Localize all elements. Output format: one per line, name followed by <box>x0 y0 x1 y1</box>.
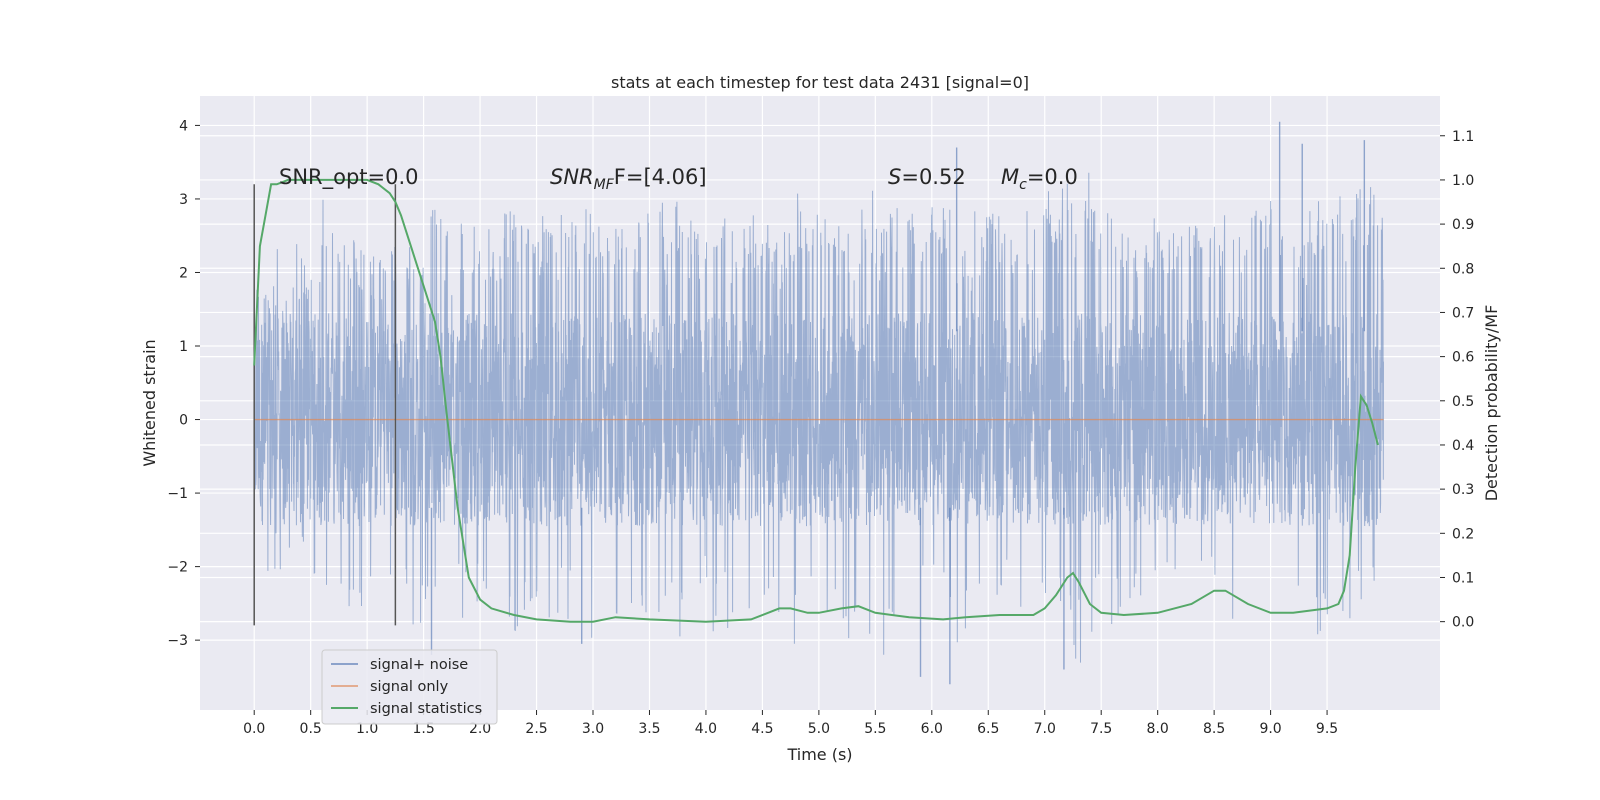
annotation-s-main: S <box>888 165 901 189</box>
y-right-tick-label-11: 0.0 <box>1452 615 1474 631</box>
x-tick-label-0: 0.0 <box>243 721 265 737</box>
y-left-tick-label-0: 4 <box>179 118 188 134</box>
x-tick-label-2: 1.0 <box>356 721 378 737</box>
annotation-mc-main: M <box>1001 165 1019 189</box>
annotation-snr-mf: SNRMFF=[4.06] <box>550 165 707 193</box>
y-right-tick-label-0: 1.1 <box>1452 129 1474 145</box>
y-right-axis-ticks: 1.1 1.0 0.9 0.8 0.7 0.6 0.5 0.4 0.3 0.2 0.1 0.0 <box>1440 129 1474 631</box>
y-left-tick-label-2: 2 <box>179 265 188 281</box>
x-tick-label-4: 2.0 <box>469 721 491 737</box>
chart-title: stats at each timestep for test data 243… <box>611 73 1029 92</box>
y-right-tick-label-1: 1.0 <box>1452 173 1474 189</box>
y-left-tick-label-4: 0 <box>179 413 188 429</box>
annotation-s-tail: =0.52 <box>901 165 965 189</box>
annotation-mc-tail: =0.0 <box>1027 165 1078 189</box>
x-axis-label: Time (s) <box>786 745 852 764</box>
annotation-snr-mf-tail: F=[4.06] <box>614 165 707 189</box>
x-tick-label-10: 5.0 <box>808 721 830 737</box>
y-left-tick-label-5: −1 <box>167 486 188 502</box>
y-right-axis-label: Detection probability/MF <box>1482 305 1501 502</box>
y-right-tick-label-6: 0.5 <box>1452 394 1474 410</box>
x-tick-label-13: 6.5 <box>977 721 999 737</box>
y-right-tick-label-9: 0.2 <box>1452 526 1474 542</box>
y-left-tick-label-7: −3 <box>167 633 188 649</box>
annotation-snr-opt: SNR_opt=0.0 <box>279 165 419 190</box>
y-right-tick-label-2: 0.9 <box>1452 217 1474 233</box>
x-tick-label-9: 4.5 <box>751 721 773 737</box>
signal-statistics-series <box>253 178 1379 623</box>
x-tick-label-1: 0.5 <box>300 721 322 737</box>
legend-label-signal-statistics: signal statistics <box>370 701 482 717</box>
y-right-tick-label-4: 0.7 <box>1452 305 1474 321</box>
x-tick-label-3: 1.5 <box>412 721 434 737</box>
y-right-tick-label-8: 0.3 <box>1452 482 1474 498</box>
annotation-snr-mf-sub: MF <box>594 177 615 193</box>
event-markers <box>253 184 397 626</box>
x-tick-label-6: 3.0 <box>582 721 604 737</box>
signal-noise-series <box>253 121 1384 685</box>
annotation-mc: Mc=0.0 <box>1001 165 1078 193</box>
y-right-tick-label-3: 0.8 <box>1452 261 1474 277</box>
x-tick-label-18: 9.0 <box>1259 721 1281 737</box>
legend-box <box>321 649 498 725</box>
y-right-tick-label-10: 0.1 <box>1452 570 1474 586</box>
legend: signal+ noise signal only signal statist… <box>321 649 498 725</box>
y-left-tick-label-3: 1 <box>179 339 188 355</box>
x-axis-ticks: 0.0 0.5 1.0 1.5 2.0 2.5 3.0 3.5 4.0 4.5 5.0 5.5 6.0 6… <box>243 710 1338 737</box>
annotation-snr-mf-main: SNR <box>550 165 594 189</box>
x-tick-label-5: 2.5 <box>525 721 547 737</box>
x-tick-label-11: 5.5 <box>864 721 886 737</box>
signal-statistics-line <box>253 178 1379 623</box>
y-left-axis-ticks: 4 3 2 1 0 −1 −2 −3 <box>167 118 200 649</box>
x-tick-label-14: 7.0 <box>1034 721 1056 737</box>
signal-noise-line <box>253 172 1384 663</box>
x-tick-label-7: 3.5 <box>638 721 660 737</box>
legend-label-signal-noise: signal+ noise <box>370 657 468 673</box>
y-left-tick-label-1: 3 <box>179 192 188 208</box>
x-tick-label-19: 9.5 <box>1316 721 1338 737</box>
annotation-mc-sub: c <box>1019 177 1027 193</box>
legend-label-signal-only: signal only <box>370 679 449 695</box>
y-left-axis-label: Whitened strain <box>140 339 159 466</box>
x-tick-label-17: 8.5 <box>1203 721 1225 737</box>
x-tick-label-15: 7.5 <box>1090 721 1112 737</box>
annotation-s: S=0.52 <box>888 165 966 189</box>
x-tick-label-8: 4.0 <box>695 721 717 737</box>
y-left-tick-label-6: −2 <box>167 560 188 576</box>
x-tick-label-12: 6.0 <box>921 721 943 737</box>
y-right-tick-label-5: 0.6 <box>1452 350 1474 366</box>
x-tick-label-16: 8.0 <box>1147 721 1169 737</box>
y-right-tick-label-7: 0.4 <box>1452 438 1474 454</box>
